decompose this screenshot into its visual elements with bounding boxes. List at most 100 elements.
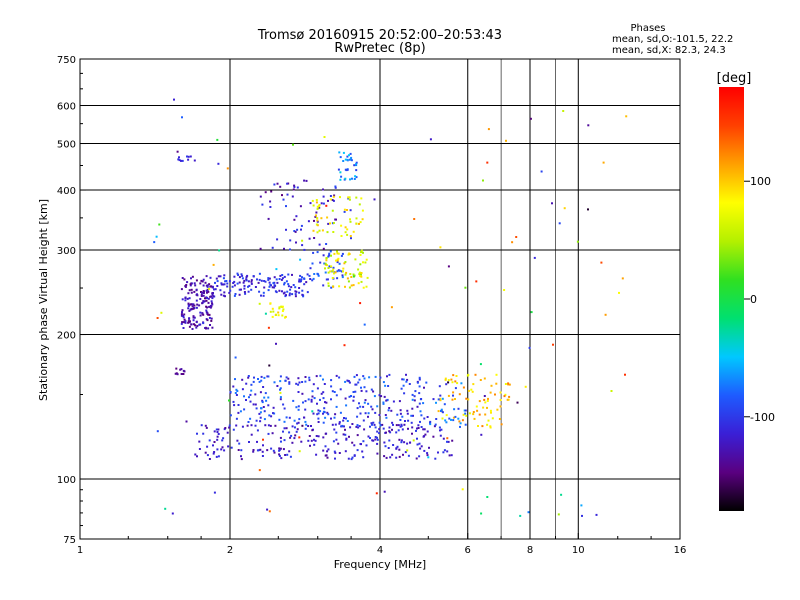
data-point (222, 283, 225, 286)
data-point (263, 280, 266, 282)
data-point (260, 375, 263, 378)
data-point (202, 300, 205, 303)
data-point (304, 400, 307, 403)
data-point (207, 327, 210, 330)
data-point (350, 284, 353, 287)
data-point (418, 385, 421, 388)
data-point (346, 209, 348, 211)
data-point (452, 374, 455, 377)
data-point (206, 288, 209, 291)
data-point (347, 197, 350, 200)
data-point (285, 294, 287, 297)
data-point (407, 454, 410, 457)
data-point (471, 390, 474, 393)
data-point (439, 434, 442, 437)
data-point (483, 398, 486, 401)
data-point (349, 218, 351, 221)
data-point (274, 290, 277, 293)
data-point (429, 138, 432, 141)
data-point (343, 262, 346, 265)
data-point (283, 283, 286, 286)
data-point (486, 399, 489, 402)
data-point (287, 377, 290, 380)
data-point (247, 421, 250, 423)
data-point (210, 317, 213, 320)
data-point (355, 176, 358, 179)
data-point (360, 386, 362, 389)
data-point (380, 395, 383, 398)
data-point (361, 209, 364, 212)
data-point (320, 217, 323, 220)
data-point (206, 319, 209, 322)
data-point (275, 342, 277, 345)
data-point (359, 254, 362, 256)
data-point (325, 401, 328, 404)
data-point (454, 387, 457, 390)
data-point (269, 424, 272, 427)
data-point (359, 263, 362, 266)
data-point (189, 303, 192, 306)
data-point (329, 198, 332, 201)
data-point (347, 457, 350, 460)
data-point (176, 373, 179, 376)
data-point (339, 178, 342, 181)
data-point (499, 391, 502, 394)
data-point (268, 414, 271, 417)
data-point (489, 425, 492, 428)
data-point (262, 386, 265, 388)
data-point (365, 390, 368, 393)
data-point (484, 413, 487, 416)
data-point (205, 299, 208, 302)
data-point (303, 416, 305, 419)
data-point (417, 427, 420, 429)
data-point (291, 441, 294, 444)
data-point (349, 220, 352, 223)
data-point (332, 268, 335, 271)
data-point (311, 410, 314, 413)
data-point (352, 399, 355, 402)
data-point (349, 209, 352, 212)
data-point (376, 430, 379, 433)
data-point (246, 274, 249, 277)
data-point (323, 262, 326, 265)
data-point (243, 291, 246, 293)
data-point (472, 411, 475, 413)
data-point (400, 424, 403, 427)
data-point (297, 421, 300, 424)
data-point (155, 235, 158, 238)
data-point (196, 432, 198, 435)
data-point (343, 208, 346, 211)
data-point (182, 327, 185, 329)
data-point (452, 416, 455, 419)
data-point (400, 387, 403, 390)
data-point (252, 380, 255, 383)
data-point (261, 399, 264, 402)
data-point (338, 151, 341, 154)
data-point (262, 406, 265, 408)
data-point (338, 376, 341, 379)
data-point (183, 370, 186, 373)
data-point (283, 439, 286, 442)
data-point (457, 417, 460, 420)
data-point (333, 416, 336, 419)
data-point (344, 177, 347, 180)
data-point (362, 456, 365, 459)
data-point (530, 311, 533, 314)
data-point (404, 420, 406, 422)
data-point (452, 419, 455, 422)
data-point (347, 196, 350, 199)
data-point (457, 407, 460, 410)
data-point (507, 382, 510, 385)
data-point (403, 392, 406, 395)
data-point (404, 451, 407, 454)
data-point (310, 400, 313, 403)
data-point (183, 278, 186, 281)
colorbar-ticks: 100 0 -100 (744, 175, 775, 424)
data-point (352, 391, 355, 393)
data-point (227, 445, 230, 448)
data-point (326, 278, 329, 281)
data-point (283, 281, 286, 284)
data-point (415, 457, 418, 460)
data-point (338, 421, 341, 424)
data-point (279, 380, 282, 383)
